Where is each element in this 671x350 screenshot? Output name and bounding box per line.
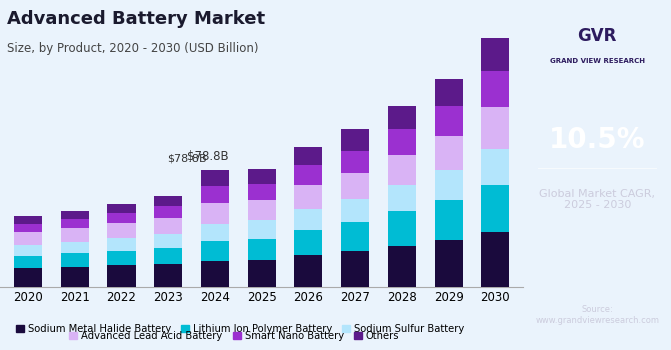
Bar <box>388 246 416 287</box>
Bar <box>248 184 276 200</box>
Bar <box>201 203 229 224</box>
Text: $78.8B: $78.8B <box>167 154 207 164</box>
Bar <box>481 185 509 232</box>
Bar <box>295 255 323 287</box>
Bar <box>388 155 416 185</box>
Bar <box>61 211 89 218</box>
Bar <box>388 106 416 130</box>
Bar <box>107 238 136 251</box>
Bar <box>201 187 229 203</box>
Text: $78.8B: $78.8B <box>187 150 229 163</box>
Bar <box>61 228 89 241</box>
Bar <box>154 264 183 287</box>
Bar <box>154 234 183 248</box>
Bar <box>435 200 462 240</box>
Bar <box>481 71 509 107</box>
Bar <box>435 240 462 287</box>
Bar <box>154 206 183 218</box>
Legend: Sodium Metal Halide Battery, Lithium Ion Polymer Battery, Sodium Sulfur Battery: Sodium Metal Halide Battery, Lithium Ion… <box>11 320 468 338</box>
Bar <box>107 213 136 223</box>
Bar <box>248 200 276 220</box>
Bar <box>435 135 462 170</box>
Bar <box>481 107 509 149</box>
Legend: Advanced Lead Acid Battery, Smart Nano Battery, Others: Advanced Lead Acid Battery, Smart Nano B… <box>65 327 403 345</box>
Text: GVR: GVR <box>578 27 617 45</box>
Bar <box>248 260 276 287</box>
Bar <box>248 239 276 260</box>
Bar <box>61 267 89 287</box>
Bar <box>388 185 416 211</box>
Bar <box>61 253 89 267</box>
Bar <box>14 232 42 245</box>
Text: Source:
www.grandviewresearch.com: Source: www.grandviewresearch.com <box>535 305 659 325</box>
Bar <box>295 209 323 230</box>
Bar <box>201 170 229 187</box>
Bar <box>341 173 369 199</box>
Bar <box>14 245 42 256</box>
Bar <box>435 78 462 106</box>
Bar <box>435 106 462 135</box>
Bar <box>481 232 509 287</box>
Bar <box>341 199 369 223</box>
Bar <box>341 223 369 251</box>
Text: Size, by Product, 2020 - 2030 (USD Billion): Size, by Product, 2020 - 2030 (USD Billi… <box>7 42 258 55</box>
Bar <box>154 248 183 264</box>
Bar <box>201 261 229 287</box>
Bar <box>388 211 416 246</box>
Bar <box>295 147 323 166</box>
Bar <box>14 268 42 287</box>
Bar <box>61 241 89 253</box>
Text: 10.5%: 10.5% <box>549 126 646 154</box>
Text: GRAND VIEW RESEARCH: GRAND VIEW RESEARCH <box>550 58 645 64</box>
Bar <box>107 251 136 265</box>
Bar <box>435 170 462 200</box>
Bar <box>248 220 276 239</box>
Bar <box>107 265 136 287</box>
Bar <box>341 150 369 173</box>
Bar <box>388 130 416 155</box>
Bar <box>481 37 509 71</box>
Bar <box>14 256 42 268</box>
Bar <box>341 251 369 287</box>
Bar <box>341 130 369 150</box>
Bar <box>201 224 229 241</box>
Bar <box>481 149 509 185</box>
Bar <box>14 224 42 232</box>
Bar <box>61 218 89 228</box>
Text: Advanced Battery Market: Advanced Battery Market <box>7 10 265 28</box>
Bar <box>154 196 183 206</box>
Bar <box>201 241 229 261</box>
Bar <box>107 204 136 213</box>
Bar <box>295 166 323 185</box>
Bar <box>295 230 323 255</box>
Text: Global Market CAGR,
2025 - 2030: Global Market CAGR, 2025 - 2030 <box>539 189 655 210</box>
Bar <box>14 216 42 224</box>
Bar <box>107 223 136 238</box>
Bar <box>154 218 183 235</box>
Bar <box>248 169 276 184</box>
Bar <box>295 185 323 209</box>
